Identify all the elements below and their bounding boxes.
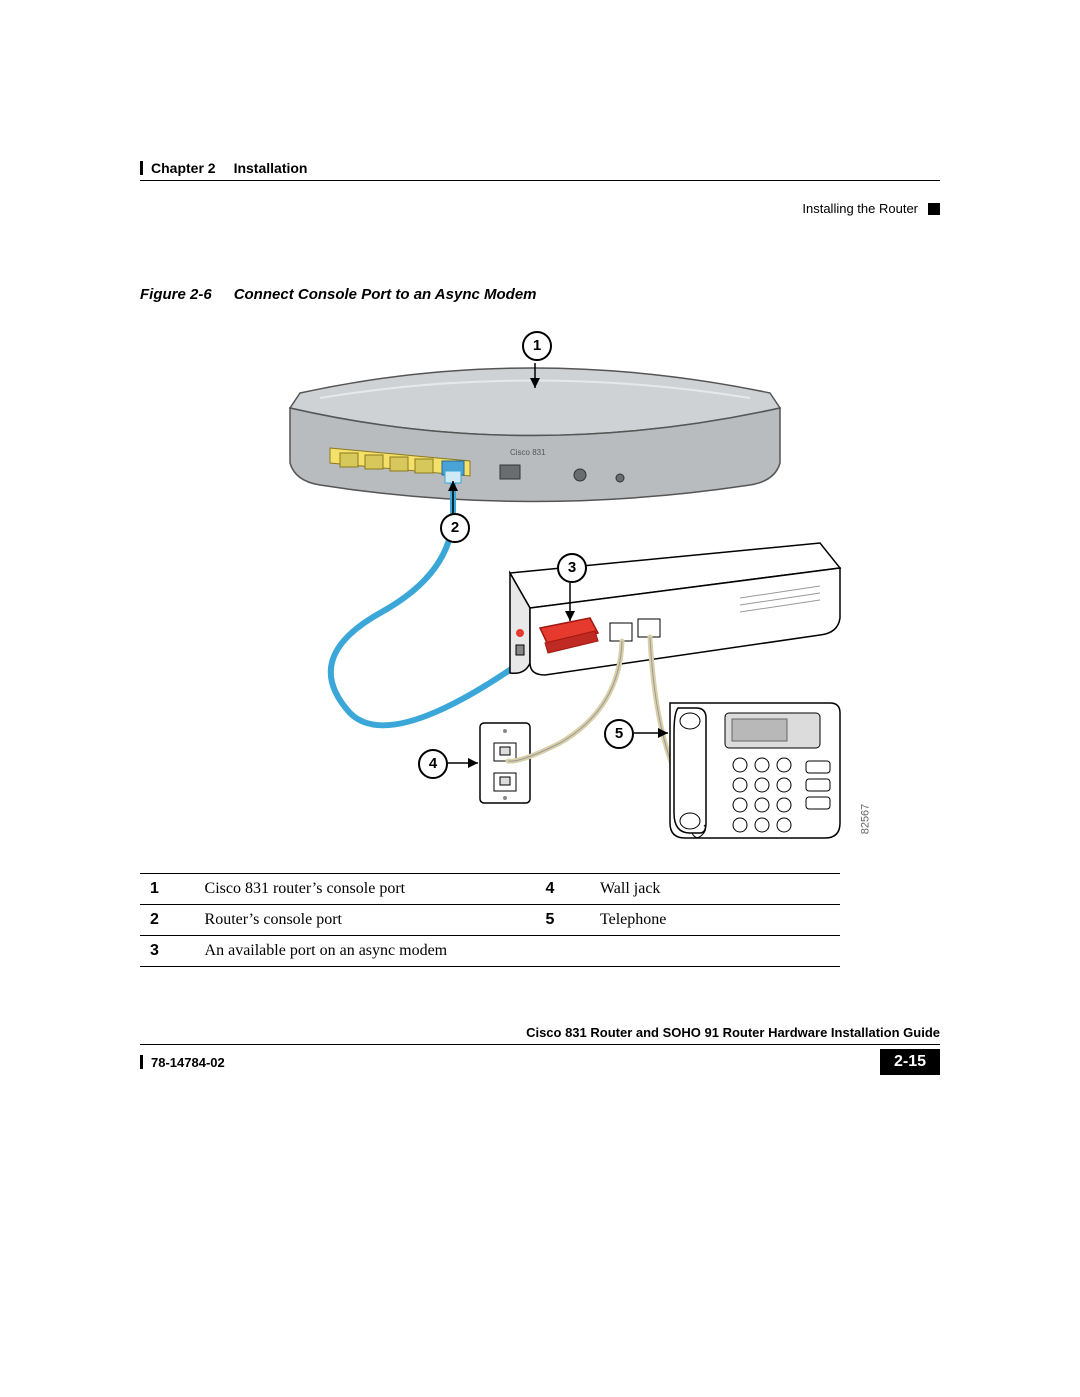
figure-title: Connect Console Port to an Async Modem — [234, 286, 537, 303]
doc-number: 78-14784-02 — [151, 1055, 225, 1070]
legend-desc: Router’s console port — [195, 905, 536, 936]
wall-jack-icon — [480, 723, 530, 803]
section-title: Installing the Router — [802, 201, 918, 216]
legend-desc: An available port on an async modem — [195, 936, 536, 967]
table-row: 2 Router’s console port 5 Telephone — [140, 905, 840, 936]
legend-num: 1 — [140, 874, 195, 905]
footer-rule — [140, 1044, 940, 1045]
page-footer: Cisco 831 Router and SOHO 91 Router Hard… — [140, 1025, 940, 1075]
legend-num: 5 — [535, 905, 590, 936]
table-row: 3 An available port on an async modem — [140, 936, 840, 967]
header-left: Chapter 2 Installation — [140, 160, 307, 176]
table-row: 1 Cisco 831 router’s console port 4 Wall… — [140, 874, 840, 905]
callout-1: 1 — [522, 331, 552, 361]
legend-desc — [590, 936, 840, 967]
page-number: 2-15 — [880, 1049, 940, 1075]
legend-num: 4 — [535, 874, 590, 905]
legend-num: 2 — [140, 905, 195, 936]
header-rule — [140, 180, 940, 181]
figure-label: Figure 2-6 — [140, 286, 212, 303]
figure-caption: Figure 2-6 Connect Console Port to an Asy… — [140, 286, 940, 303]
legend-num — [535, 936, 590, 967]
router-icon: Cisco 831 — [290, 368, 780, 502]
chapter-label: Chapter 2 — [151, 160, 216, 176]
section-marker-icon — [928, 203, 940, 215]
legend-desc: Telephone — [590, 905, 840, 936]
telephone-icon — [670, 703, 840, 838]
doc-title: Cisco 831 Router and SOHO 91 Router Hard… — [140, 1025, 940, 1040]
callout-3: 3 — [557, 553, 587, 583]
legend-desc: Cisco 831 router’s console port — [195, 874, 536, 905]
figure-diagram: Cisco 831 — [180, 313, 880, 863]
chapter-title: Installation — [234, 160, 308, 176]
header-bar-icon — [140, 161, 143, 175]
callout-5: 5 — [604, 719, 634, 749]
svg-text:Cisco 831: Cisco 831 — [510, 448, 546, 457]
footer-bar-icon — [140, 1055, 143, 1069]
legend-table: 1 Cisco 831 router’s console port 4 Wall… — [140, 873, 840, 967]
callout-2: 2 — [440, 513, 470, 543]
legend-num: 3 — [140, 936, 195, 967]
legend-desc: Wall jack — [590, 874, 840, 905]
console-cable-icon — [331, 475, 540, 725]
callout-4: 4 — [418, 749, 448, 779]
image-id: 82567 — [859, 804, 871, 835]
